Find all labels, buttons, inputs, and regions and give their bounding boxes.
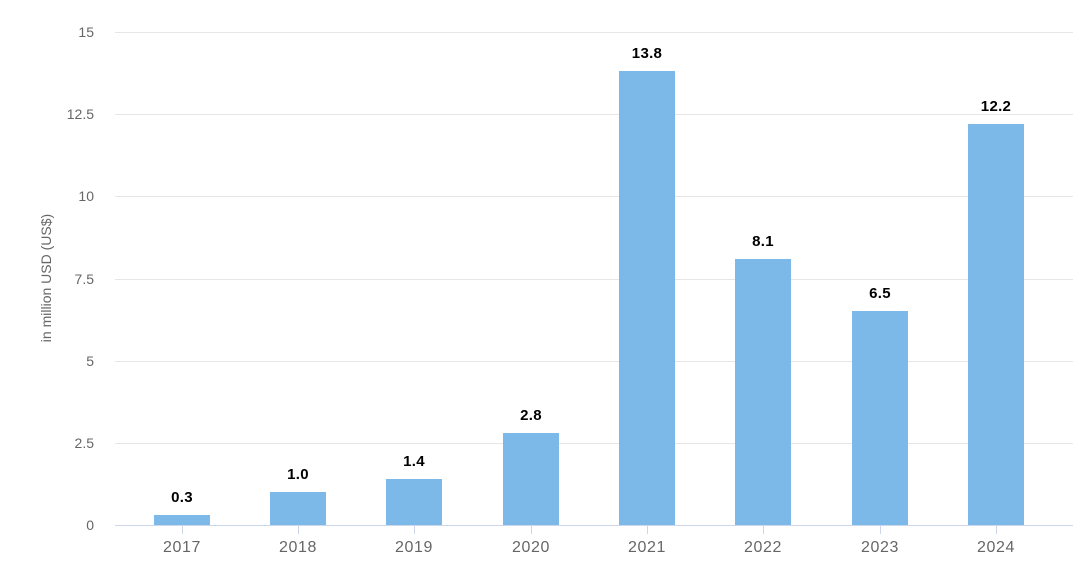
bar[interactable] xyxy=(386,479,442,525)
y-axis-tick-label: 5 xyxy=(86,353,94,369)
gridline xyxy=(115,279,1073,280)
bar[interactable] xyxy=(968,124,1024,525)
bar-value-label: 1.4 xyxy=(403,453,425,470)
bar[interactable] xyxy=(503,433,559,525)
bar-value-label: 8.1 xyxy=(752,233,774,250)
x-axis-tick-label: 2019 xyxy=(395,539,433,556)
bar-value-label: 13.8 xyxy=(631,45,663,62)
y-axis-tick-label: 15 xyxy=(78,24,94,40)
bar[interactable] xyxy=(852,311,908,525)
x-axis-tick-label: 2021 xyxy=(628,539,666,556)
x-axis-tick xyxy=(880,526,881,534)
gridline xyxy=(115,32,1073,33)
bar-value-label: 6.5 xyxy=(869,285,891,302)
x-axis-tick-label: 2020 xyxy=(512,539,550,556)
x-axis-tick xyxy=(414,526,415,534)
y-axis-tick-label: 10 xyxy=(78,188,94,204)
gridline xyxy=(115,196,1073,197)
gridline xyxy=(115,443,1073,444)
x-axis-tick-label: 2024 xyxy=(977,539,1015,556)
gridline xyxy=(115,361,1073,362)
x-axis-tick-label: 2017 xyxy=(163,539,201,556)
bar[interactable] xyxy=(154,515,210,525)
x-axis-tick xyxy=(647,526,648,534)
bar-value-label: 1.0 xyxy=(287,466,309,483)
y-axis-tick-label: 12.5 xyxy=(66,106,94,122)
bar-value-label: 12.2 xyxy=(980,98,1012,115)
x-axis-tick-label: 2022 xyxy=(744,539,782,556)
bar[interactable] xyxy=(735,259,791,525)
gridline xyxy=(115,114,1073,115)
x-axis-tick xyxy=(531,526,532,534)
x-axis-tick-label: 2018 xyxy=(279,539,317,556)
bar-value-label: 0.3 xyxy=(171,489,193,506)
bar[interactable] xyxy=(270,492,326,525)
y-axis-tick-label: 7.5 xyxy=(74,271,94,287)
x-axis-tick xyxy=(763,526,764,534)
y-axis-tick-label: 2.5 xyxy=(74,435,94,451)
bar[interactable] xyxy=(619,71,675,525)
x-axis-line xyxy=(115,525,1073,526)
x-axis-tick-label: 2023 xyxy=(861,539,899,556)
x-axis-tick xyxy=(298,526,299,534)
bar-value-label: 2.8 xyxy=(520,407,542,424)
x-axis-tick xyxy=(182,526,183,534)
x-axis-tick xyxy=(996,526,997,534)
y-axis-tick-label: 0 xyxy=(86,517,94,533)
